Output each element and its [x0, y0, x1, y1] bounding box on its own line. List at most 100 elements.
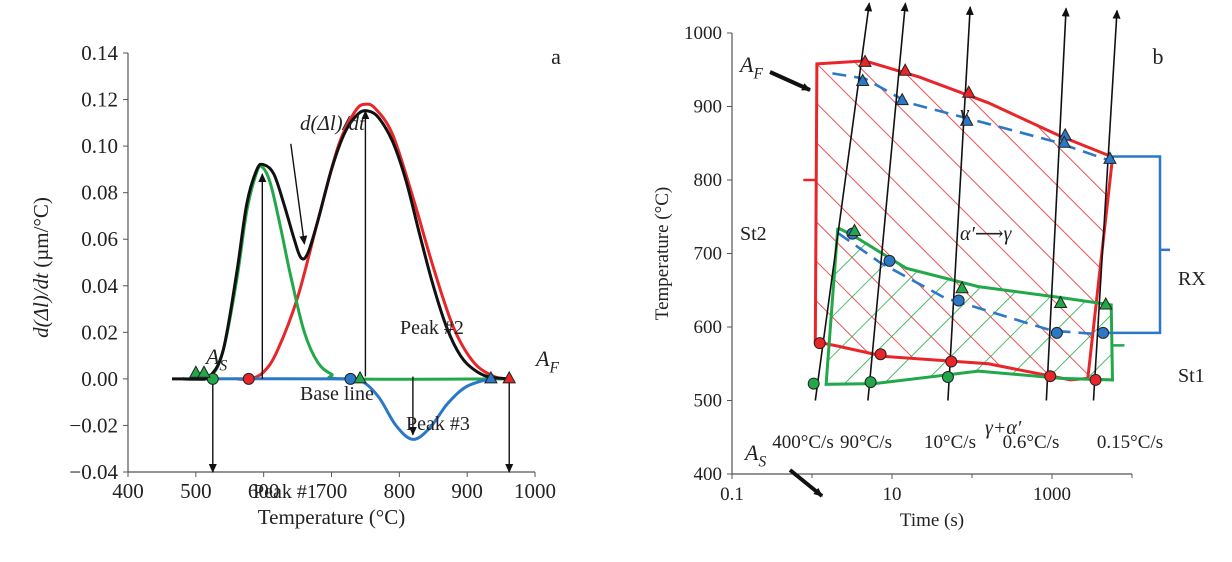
marker-tri-green-15	[955, 280, 969, 294]
series-line-dldt	[182, 109, 509, 381]
st2-label: St2	[740, 223, 767, 245]
rate-label-4: 0.15°C/s	[1097, 432, 1163, 453]
marker-Peak2-start	[242, 372, 255, 385]
rate-label-2: 10°C/s	[924, 432, 976, 453]
af-label: AF	[738, 52, 763, 83]
rate-label-3: 0.6°C/s	[1003, 432, 1060, 453]
marker-circle-red-20	[945, 355, 958, 368]
y-tick-label: 700	[694, 244, 723, 265]
heating-line-1	[867, 2, 909, 401]
af-arrow	[769, 70, 811, 92]
panel-label: a	[551, 44, 561, 69]
y-tick-label: 900	[694, 97, 723, 118]
x-axis-label: Temperature (°C)	[258, 505, 405, 529]
y-tick-label: 0.10	[81, 134, 118, 158]
x-tick-label: 0.1	[720, 484, 744, 505]
marker-Peak3-end	[484, 370, 498, 384]
as-arrow	[788, 468, 824, 498]
panel-label: b	[1153, 44, 1164, 69]
rate-label-0: 400°C/s	[772, 432, 833, 453]
y-tick-label: 1000	[684, 23, 722, 44]
x-tick-label: 1000	[1033, 484, 1071, 505]
arrow-5	[290, 143, 308, 245]
marker-tri-1	[898, 63, 912, 76]
rx-bracket	[1103, 155, 1162, 335]
y-tick-label: −0.02	[69, 413, 118, 437]
x-tick-label: 600	[248, 479, 280, 503]
marker-Af	[502, 370, 517, 384]
marker-As-circle	[206, 372, 219, 385]
marker-tri-0	[858, 54, 872, 67]
as-label: AS	[204, 344, 227, 375]
baseline-label: Base line	[300, 383, 374, 405]
marker-circle-blue-12	[1050, 326, 1063, 339]
x-tick-label: 500	[180, 479, 212, 503]
x-tick-label: 700	[316, 479, 348, 503]
y-tick-label: 0.02	[81, 320, 118, 344]
y-axis-label: d(Δl)/dt (µm/°C)	[29, 197, 53, 338]
y-tick-label: 800	[694, 170, 723, 191]
marker-circle-green-25	[941, 370, 954, 383]
rate-label-1: 90°C/s	[840, 432, 892, 453]
y-tick-label: 0.06	[81, 227, 118, 251]
y-tick-label: 500	[694, 391, 723, 412]
marker-circle-blue-11	[952, 294, 965, 307]
peak1-label: Peak #1	[253, 481, 317, 503]
x-tick-label: 400	[112, 479, 144, 503]
marker-tri-green-17	[1098, 296, 1113, 310]
panel-b: 400 500 600 700 800 900 1000 0.1 10 1000 Time (s) T…	[652, 2, 1206, 531]
x-axis-label: Time (s)	[900, 510, 964, 531]
marker-tri-7	[959, 113, 974, 126]
marker-circle-green-23	[807, 377, 820, 390]
marker-tri-5	[855, 73, 870, 87]
marker-tri-green-14	[847, 223, 862, 236]
gamma-label: γ	[960, 100, 970, 125]
rx-label: RX	[1178, 268, 1206, 290]
marker-tri-6	[895, 92, 910, 106]
heating-line-4	[1092, 9, 1121, 401]
marker-circle-blue-10	[883, 254, 896, 267]
af-label: AF	[534, 346, 559, 377]
x-tick-label: 800	[384, 479, 416, 503]
marker-tri-2	[961, 85, 976, 98]
heating-line-2	[947, 5, 974, 401]
series-line-peak2	[236, 102, 509, 381]
marker-circle-red-21	[1044, 370, 1057, 383]
y-tick-label: 0.04	[81, 274, 118, 298]
marker-circle-green-24	[864, 376, 877, 389]
rx-end-dashed	[837, 231, 1102, 336]
heating-line-0	[814, 2, 873, 401]
marker-tri-green-16	[1053, 295, 1068, 308]
marker-Peak1-end	[353, 370, 367, 384]
marker-circle-red-22	[1089, 373, 1102, 386]
x-tick-label: 1000	[514, 479, 556, 503]
series-line-peak1	[182, 164, 508, 381]
gamma-alpha-label: γ+α′	[985, 417, 1022, 439]
region-st1-hatch	[826, 227, 1113, 385]
marker-As-small2	[197, 365, 211, 378]
y-tick-label: 600	[694, 317, 723, 338]
marker-circle-blue-13	[1097, 326, 1110, 339]
peak2-label: Peak #2	[400, 317, 464, 339]
y-tick-label: 0.14	[81, 41, 118, 65]
x-tick-label: 900	[451, 479, 483, 503]
as-label: AS	[743, 440, 766, 471]
marker-tri-4	[1103, 151, 1117, 164]
y-tick-label: −0.04	[69, 460, 118, 484]
y-tick-label: 0.00	[81, 367, 118, 391]
y-tick-label: 0.12	[81, 88, 118, 112]
y-axis-label: Temperature (°C)	[652, 187, 673, 320]
region-st2-outline	[813, 59, 1115, 382]
x-tick-label: 10	[883, 484, 902, 505]
panel-a: 400 500 600 700 800 900 1000 −0.04 −0.02 0.00 0.02…	[29, 41, 561, 529]
curve-label: d(Δl)/dt	[300, 111, 366, 135]
y-tick-label: 400	[694, 464, 723, 485]
alpha-to-gamma-label: α′⟶γ	[960, 223, 1013, 245]
heating-line-3	[1045, 7, 1070, 401]
marker-circle-red-18	[813, 337, 826, 350]
marker-tri-8	[1057, 135, 1072, 148]
st1-label: St1	[1178, 365, 1205, 387]
marker-As-small1	[188, 365, 203, 378]
y-tick-label: 0.08	[81, 181, 118, 205]
peak3-label: Peak #3	[406, 413, 470, 435]
